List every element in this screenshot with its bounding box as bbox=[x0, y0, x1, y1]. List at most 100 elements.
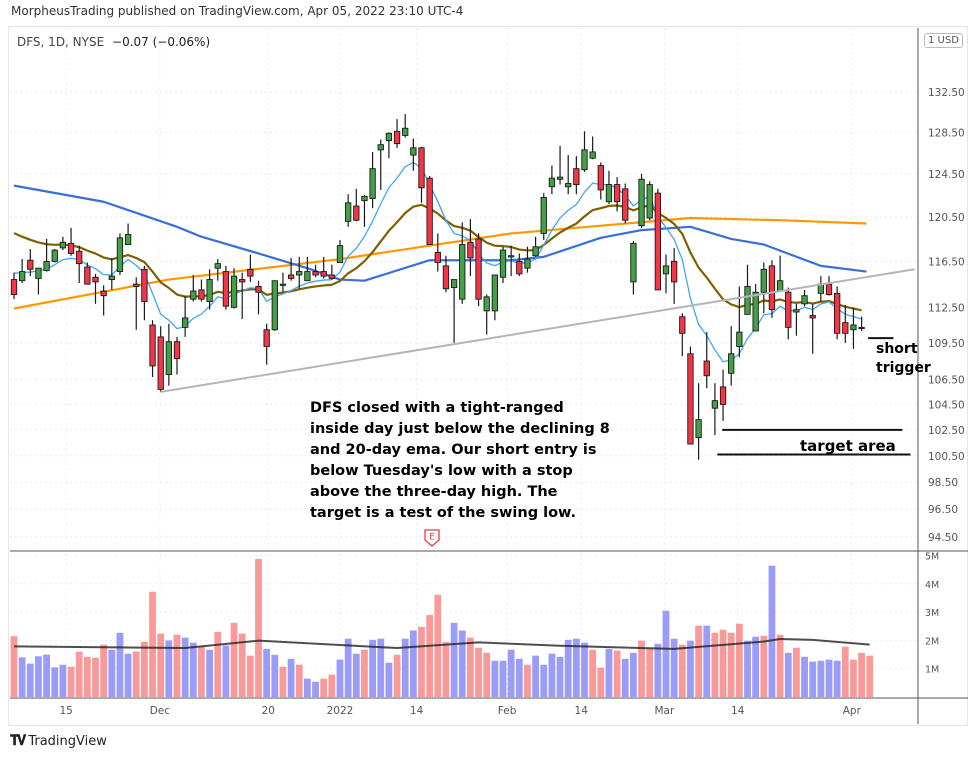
time-axis: 15 Dec 20 2022 14 Feb 14 Mar 14 Apr bbox=[59, 705, 861, 717]
currency-badge[interactable]: 1 USD bbox=[924, 33, 963, 48]
volume-bar bbox=[646, 648, 654, 697]
time-tick-label: Mar bbox=[654, 705, 674, 717]
volume-bar bbox=[336, 659, 344, 697]
earnings-marker[interactable]: E bbox=[424, 529, 440, 547]
candle-up bbox=[345, 202, 352, 222]
volume-bar bbox=[393, 654, 401, 697]
candle-down bbox=[467, 241, 474, 259]
candle-up bbox=[165, 341, 172, 375]
volume-bar bbox=[10, 636, 18, 697]
volume-bar bbox=[271, 654, 279, 697]
candle-down bbox=[10, 279, 18, 295]
tradingview-logo[interactable]: 𝐓𝐕 TradingView bbox=[10, 733, 107, 749]
candle-down bbox=[622, 188, 629, 221]
candle-up bbox=[450, 279, 458, 289]
volume-bar bbox=[377, 638, 385, 697]
volume-bar bbox=[35, 656, 42, 697]
candle-up bbox=[605, 184, 613, 203]
drawings bbox=[160, 268, 915, 456]
symbol-legend[interactable]: DFS, 1D, NYSE −0.07 (−0.06%) bbox=[17, 35, 210, 49]
candle-down bbox=[426, 177, 433, 245]
candle-down bbox=[785, 291, 792, 328]
volume-bar bbox=[483, 652, 491, 697]
volume-bar bbox=[662, 610, 670, 697]
volume-bar bbox=[491, 660, 499, 697]
price-axis: 132.50 128.50 124.50 120.50 116.50 112.50 109.… bbox=[925, 87, 965, 676]
candle-up bbox=[43, 260, 50, 271]
volume-bar bbox=[841, 646, 849, 697]
volume-bar bbox=[621, 658, 629, 697]
volume-bar bbox=[67, 666, 75, 697]
volume-bar bbox=[59, 664, 67, 697]
volume-tick-label: 5M bbox=[925, 552, 939, 563]
candle-up bbox=[499, 249, 507, 278]
candle-down bbox=[100, 290, 107, 297]
volume-bar bbox=[825, 659, 833, 697]
candle-down bbox=[442, 265, 450, 290]
volume-bar bbox=[809, 661, 817, 697]
volume-bar bbox=[206, 649, 213, 697]
volume-bar bbox=[524, 664, 531, 697]
candle-up bbox=[508, 255, 515, 258]
candle-up bbox=[59, 241, 67, 249]
candle-down bbox=[516, 260, 523, 275]
volume-bar bbox=[760, 635, 768, 697]
brand-name: TradingView bbox=[28, 733, 107, 749]
volume-bar bbox=[238, 633, 246, 697]
candle-down bbox=[263, 329, 270, 347]
volume-bar bbox=[279, 666, 287, 697]
candle-up bbox=[850, 324, 857, 331]
trendline[interactable] bbox=[160, 268, 915, 393]
volume-bar bbox=[369, 639, 376, 697]
candle-down bbox=[133, 283, 140, 287]
volume-bar bbox=[719, 629, 727, 697]
price-tick-label: 104.50 bbox=[928, 399, 965, 411]
volume-bar bbox=[75, 651, 83, 697]
price-tick-label: 98.50 bbox=[928, 477, 958, 489]
candle-up bbox=[271, 280, 278, 331]
volume-bar bbox=[149, 591, 156, 697]
price-tick-label: 96.50 bbox=[928, 504, 958, 516]
volume-bar bbox=[793, 647, 800, 697]
volume-bar bbox=[132, 651, 140, 697]
sma50-line bbox=[13, 184, 867, 282]
volume-bar bbox=[744, 640, 751, 697]
volume-bar bbox=[401, 638, 409, 697]
volume-bar bbox=[361, 649, 368, 697]
time-tick-label: Feb bbox=[498, 705, 517, 717]
candle-down bbox=[222, 271, 230, 307]
volume-bar bbox=[181, 637, 189, 697]
candle-down bbox=[198, 289, 205, 300]
candle-up bbox=[361, 195, 368, 202]
volume-bar bbox=[320, 678, 328, 697]
volume-bar bbox=[467, 637, 474, 697]
volume-bar bbox=[409, 630, 417, 697]
volume-bar bbox=[866, 655, 874, 697]
time-tick-label: 14 bbox=[575, 705, 589, 717]
price-tick-label: 132.50 bbox=[928, 87, 965, 99]
earnings-label: E bbox=[429, 533, 435, 543]
candle-up bbox=[377, 144, 384, 151]
volume-bar bbox=[230, 622, 238, 697]
candles bbox=[10, 114, 865, 460]
candle-up bbox=[548, 177, 556, 188]
candle-down bbox=[809, 315, 816, 319]
candle-down bbox=[703, 360, 710, 377]
candle-up bbox=[728, 353, 735, 374]
volume-bar bbox=[548, 653, 556, 697]
volume-bar bbox=[287, 658, 295, 697]
volume-bar bbox=[711, 632, 719, 697]
volume-bar bbox=[687, 640, 694, 697]
volume-bar bbox=[581, 642, 588, 697]
volume-bar bbox=[124, 653, 132, 697]
volume-bar bbox=[255, 558, 262, 697]
candle-down bbox=[597, 165, 604, 191]
symbol-info: DFS, 1D, NYSE bbox=[17, 35, 105, 49]
candle-up bbox=[565, 183, 572, 188]
volume-bar bbox=[801, 656, 808, 697]
price-tick-label: 112.50 bbox=[928, 302, 965, 314]
volume-bar bbox=[784, 652, 792, 697]
price-tick-label: 102.50 bbox=[928, 425, 965, 437]
candle-up bbox=[116, 237, 124, 273]
